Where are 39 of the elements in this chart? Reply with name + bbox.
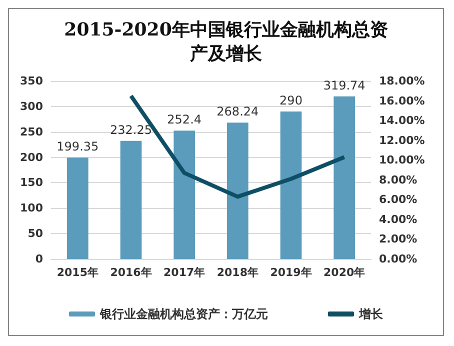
y2-tick-label: 12.00% bbox=[379, 134, 425, 147]
y-tick-label: 300 bbox=[20, 100, 44, 113]
y-tick-label: 200 bbox=[20, 150, 44, 164]
bar bbox=[120, 140, 142, 259]
y2-tick-label: 0.00% bbox=[379, 252, 418, 266]
data-label: 319.74 bbox=[323, 78, 366, 92]
y2-tick-label: 8.00% bbox=[379, 173, 418, 186]
y-tick-label: 250 bbox=[20, 125, 44, 138]
y-tick-label: 350 bbox=[20, 74, 44, 88]
bar bbox=[227, 122, 248, 259]
y2-tick-label: 6.00% bbox=[379, 193, 418, 206]
y-tick-label: 0 bbox=[35, 252, 44, 266]
y2-tick-label: 14.00% bbox=[379, 114, 425, 128]
bar bbox=[280, 112, 302, 259]
x-tick-label: 2017年 bbox=[164, 266, 206, 279]
y2-tick-label: 16.00% bbox=[379, 94, 425, 108]
y-tick-label: 50 bbox=[28, 227, 44, 240]
legend-label: 银行业金融机构总资产：万亿元 bbox=[99, 307, 268, 321]
y-tick-label: 100 bbox=[20, 202, 44, 215]
y2-tick-label: 10.00% bbox=[379, 154, 425, 167]
x-tick-label: 2015年 bbox=[56, 266, 98, 279]
x-tick-label: 2016年 bbox=[110, 266, 152, 279]
x-tick-label: 2020年 bbox=[324, 266, 366, 279]
data-label: 268.24 bbox=[216, 104, 259, 119]
bar bbox=[67, 158, 88, 259]
bar bbox=[334, 96, 355, 259]
chart-title: 2015-2020年中国银行业金融机构总资产及增长 bbox=[64, 20, 388, 64]
data-label: 290 bbox=[280, 94, 302, 108]
legend-label: 增长 bbox=[358, 307, 384, 321]
y2-tick-label: 2.00% bbox=[379, 232, 418, 246]
x-tick-label: 2018年 bbox=[216, 266, 258, 279]
bar bbox=[174, 130, 195, 259]
y-tick-label: 150 bbox=[20, 176, 44, 190]
x-tick-label: 2019年 bbox=[270, 266, 312, 279]
data-label: 232.25 bbox=[110, 122, 152, 137]
data-label: 252.4 bbox=[167, 112, 202, 127]
y2-tick-label: 4.00% bbox=[379, 212, 418, 226]
y2-tick-label: 18.00% bbox=[379, 74, 425, 88]
data-label: 199.35 bbox=[56, 140, 99, 154]
